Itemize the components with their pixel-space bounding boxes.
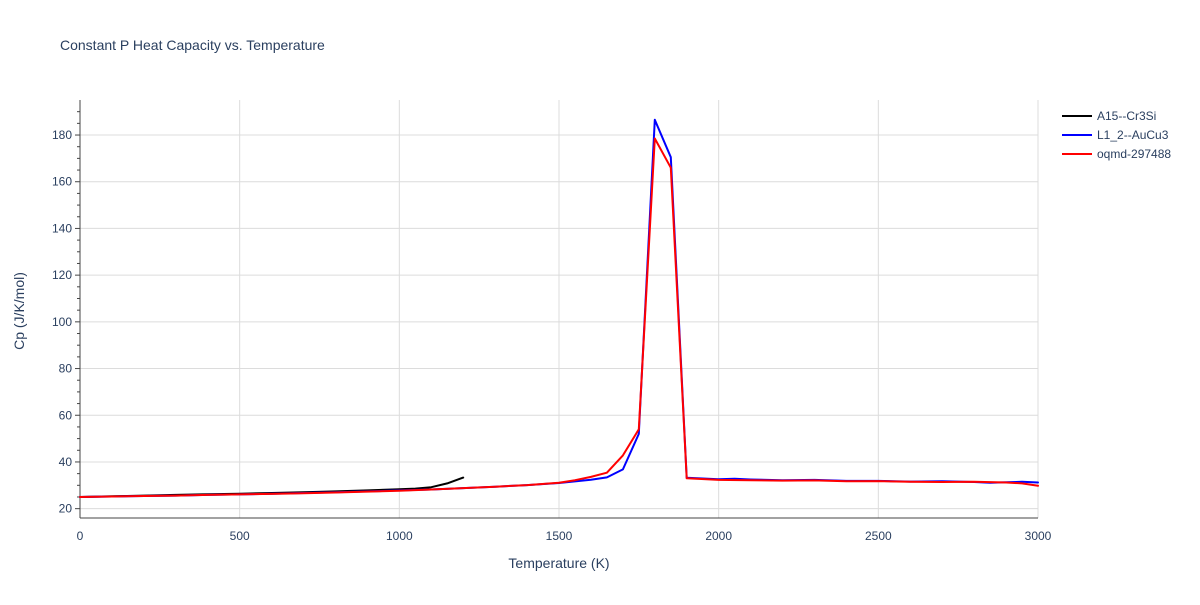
y-tick-label: 40 — [59, 455, 73, 469]
legend-item[interactable]: L1_2--AuCu3 — [1062, 128, 1169, 142]
y-tick-label: 60 — [59, 408, 73, 422]
x-axis-title: Temperature (K) — [508, 555, 609, 571]
axes — [75, 100, 1038, 519]
series-line-2 — [79, 137, 1039, 498]
x-tick-label: 2000 — [705, 529, 732, 543]
x-tick-label: 3000 — [1025, 529, 1052, 543]
y-tick-label: 160 — [52, 175, 72, 189]
legend[interactable]: A15--Cr3Si L1_2--AuCu3 oqmd-297488 — [1062, 109, 1171, 161]
legend-label: oqmd-297488 — [1097, 147, 1171, 161]
y-tick-label: 20 — [59, 502, 73, 516]
y-tick-label: 120 — [52, 268, 72, 282]
x-tick-label: 500 — [230, 529, 250, 543]
legend-item[interactable]: A15--Cr3Si — [1062, 109, 1156, 123]
series-lines — [79, 118, 1039, 498]
legend-label: A15--Cr3Si — [1097, 109, 1156, 123]
y-tick-label: 80 — [59, 362, 73, 376]
y-axis-title: Cp (J/K/mol) — [11, 272, 27, 350]
y-tick-label: 100 — [52, 315, 72, 329]
x-tick-label: 0 — [77, 529, 84, 543]
chart-title: Constant P Heat Capacity vs. Temperature — [60, 37, 325, 53]
x-tick-label: 1000 — [386, 529, 413, 543]
y-tick-label: 140 — [52, 221, 72, 235]
x-tick-label: 1500 — [546, 529, 573, 543]
legend-item[interactable]: oqmd-297488 — [1062, 147, 1171, 161]
x-tick-label: 2500 — [865, 529, 892, 543]
grid — [80, 100, 1039, 518]
tick-labels: 0 500 1000 1500 2000 2500 3000 20 40 60 80 100 120 14… — [52, 128, 1052, 543]
y-tick-label: 180 — [52, 128, 72, 142]
legend-label: L1_2--AuCu3 — [1097, 128, 1169, 142]
